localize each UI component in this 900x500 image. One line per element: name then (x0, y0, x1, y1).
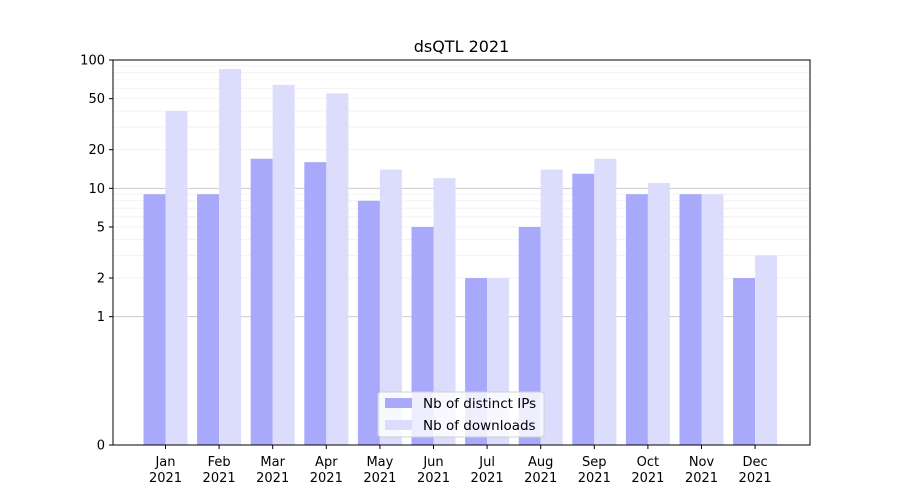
x-tick-label-month: Oct (637, 455, 659, 470)
x-tick-label-year: 2021 (739, 471, 772, 486)
legend-label-downloads: Nb of downloads (423, 418, 536, 434)
y-tick-label: 2 (97, 272, 105, 287)
y-tick-label: 20 (88, 143, 105, 158)
x-tick-label-year: 2021 (524, 471, 557, 486)
bar-distinct-ips-dec (733, 278, 756, 445)
x-tick-label-year: 2021 (149, 471, 182, 486)
y-tick-label: 1 (97, 310, 105, 325)
bar-distinct-ips-may (357, 200, 380, 445)
bar-downloads-aug (540, 169, 563, 445)
x-tick-label-month: Mar (260, 455, 285, 470)
bar-distinct-ips-aug (518, 226, 541, 445)
x-tick-label-year: 2021 (363, 471, 396, 486)
x-tick-label-year: 2021 (256, 471, 289, 486)
x-tick-label-year: 2021 (203, 471, 236, 486)
x-tick-label-year: 2021 (310, 471, 343, 486)
bars (143, 69, 778, 446)
bar-downloads-nov (701, 194, 724, 445)
bar-distinct-ips-jan (143, 194, 166, 445)
y-tick-label: 100 (80, 54, 105, 69)
legend-label-distinct-ips: Nb of distinct IPs (423, 396, 536, 412)
x-tick-label-month: May (366, 455, 393, 470)
x-tick-label-month: Feb (208, 455, 231, 470)
y-axis: 0 1 2 5 10 20 50 100 (80, 54, 113, 454)
x-tick-label-month: Jul (478, 455, 495, 470)
legend-swatch-downloads (385, 420, 412, 430)
y-tick-label: 50 (88, 92, 105, 107)
legend: Nb of distinct IPs Nb of downloads (377, 391, 545, 438)
bar-downloads-feb (219, 69, 242, 445)
bar-downloads-mar (272, 84, 295, 446)
x-tick-label-month: Apr (315, 455, 338, 470)
bar-downloads-sep (594, 158, 617, 446)
bar-downloads-jun (433, 178, 456, 445)
legend-box (377, 391, 545, 438)
bar-downloads-dec (755, 255, 778, 445)
bar-distinct-ips-sep (572, 173, 595, 445)
x-tick-label-year: 2021 (685, 471, 718, 486)
x-tick-label-month: Dec (743, 455, 768, 470)
bar-downloads-oct (647, 183, 670, 445)
legend-swatch-distinct-ips (385, 398, 412, 408)
x-tick-label-year: 2021 (631, 471, 664, 486)
chart-title: dsQTL 2021 (414, 37, 510, 56)
x-tick-label-month: Jan (154, 455, 175, 470)
bar-downloads-may (379, 169, 402, 445)
y-tick-label: 0 (97, 439, 105, 454)
bar-downloads-jan (165, 111, 188, 445)
bar-distinct-ips-nov (679, 194, 702, 445)
x-tick-label-month: Aug (528, 455, 553, 470)
x-tick-label-month: Jun (422, 455, 443, 470)
x-axis: Jan2021Feb2021Mar2021Apr2021May2021Jun20… (149, 445, 772, 486)
x-tick-label-month: Nov (689, 455, 715, 470)
x-tick-label-year: 2021 (578, 471, 611, 486)
x-tick-label-year: 2021 (471, 471, 504, 486)
bar-distinct-ips-mar (250, 158, 273, 446)
plot-frame (112, 59, 811, 446)
bar-distinct-ips-apr (304, 162, 327, 445)
x-tick-label-month: Sep (582, 455, 607, 470)
y-tick-label: 5 (97, 220, 105, 235)
x-tick-label-year: 2021 (417, 471, 450, 486)
y-tick-label: 10 (88, 182, 105, 197)
bar-downloads-apr (326, 93, 349, 445)
bar-distinct-ips-oct (625, 194, 648, 445)
bar-distinct-ips-feb (197, 194, 220, 445)
bar-distinct-ips-jun (411, 226, 434, 445)
